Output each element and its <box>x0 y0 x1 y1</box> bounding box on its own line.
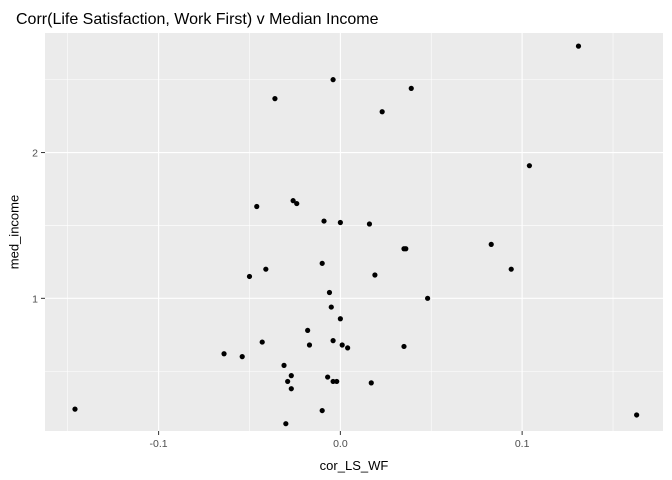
data-point <box>321 218 327 224</box>
data-point <box>345 345 351 351</box>
data-point <box>330 77 336 83</box>
data-point <box>326 289 333 296</box>
y-axis-title: med_income <box>7 195 22 269</box>
data-point <box>239 354 245 360</box>
data-point <box>337 219 343 226</box>
data-point <box>306 342 313 348</box>
data-point <box>263 266 269 272</box>
data-point <box>319 407 325 414</box>
data-point <box>294 200 300 207</box>
data-point <box>425 295 431 301</box>
data-point <box>254 203 260 210</box>
data-point <box>283 421 289 427</box>
data-point <box>246 273 253 280</box>
data-point <box>368 380 374 386</box>
data-point <box>221 351 227 357</box>
plot-panel <box>45 33 663 431</box>
data-point <box>334 378 340 385</box>
data-point <box>366 221 373 227</box>
chart-title: Corr(Life Satisfaction, Work First) v Me… <box>16 11 379 28</box>
data-point <box>328 304 334 310</box>
data-point <box>401 343 407 350</box>
data-point <box>330 338 336 344</box>
data-point <box>272 96 278 102</box>
y-tick-label: 2 <box>32 148 38 160</box>
data-point <box>408 85 414 91</box>
data-point <box>259 339 265 345</box>
data-point <box>634 412 640 418</box>
data-point <box>330 378 336 385</box>
data-point <box>325 374 331 380</box>
y-tick-label: 1 <box>32 293 38 305</box>
data-point <box>305 327 311 334</box>
x-tick-label: -0.1 <box>150 438 168 450</box>
minor-gridlines <box>45 33 663 431</box>
x-tick-label: 0.1 <box>515 438 530 450</box>
x-axis-ticks: -0.1 0.0 0.1 <box>150 431 530 450</box>
data-point <box>372 272 378 278</box>
data-point <box>526 163 533 169</box>
data-point <box>319 260 325 266</box>
data-point <box>288 386 294 392</box>
data-point <box>403 246 409 252</box>
data-point <box>575 43 582 49</box>
data-point <box>508 266 514 272</box>
data-point <box>488 241 494 247</box>
data-point <box>379 109 385 115</box>
data-point <box>290 198 296 204</box>
data-point <box>281 362 287 368</box>
data-point <box>339 342 345 348</box>
x-axis-title: cor_LS_WF <box>320 458 389 473</box>
data-point <box>288 373 294 379</box>
data-point <box>72 406 78 412</box>
data-point <box>285 378 291 385</box>
data-point <box>337 316 343 322</box>
major-gridlines <box>45 33 663 431</box>
x-tick-label: 0.0 <box>333 438 348 450</box>
y-axis-ticks: 12 <box>32 148 45 305</box>
data-points <box>72 43 640 427</box>
